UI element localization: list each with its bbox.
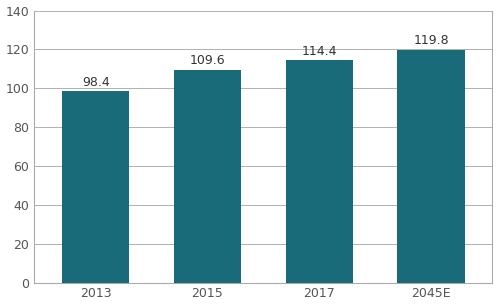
Bar (397, 50, 465, 282)
Bar (286, 60, 353, 282)
Text: 119.8: 119.8 (413, 35, 449, 47)
Bar (62, 91, 129, 282)
Bar (174, 70, 241, 282)
Text: 114.4: 114.4 (301, 45, 337, 58)
Text: 98.4: 98.4 (82, 76, 110, 89)
Text: 109.6: 109.6 (190, 54, 225, 67)
